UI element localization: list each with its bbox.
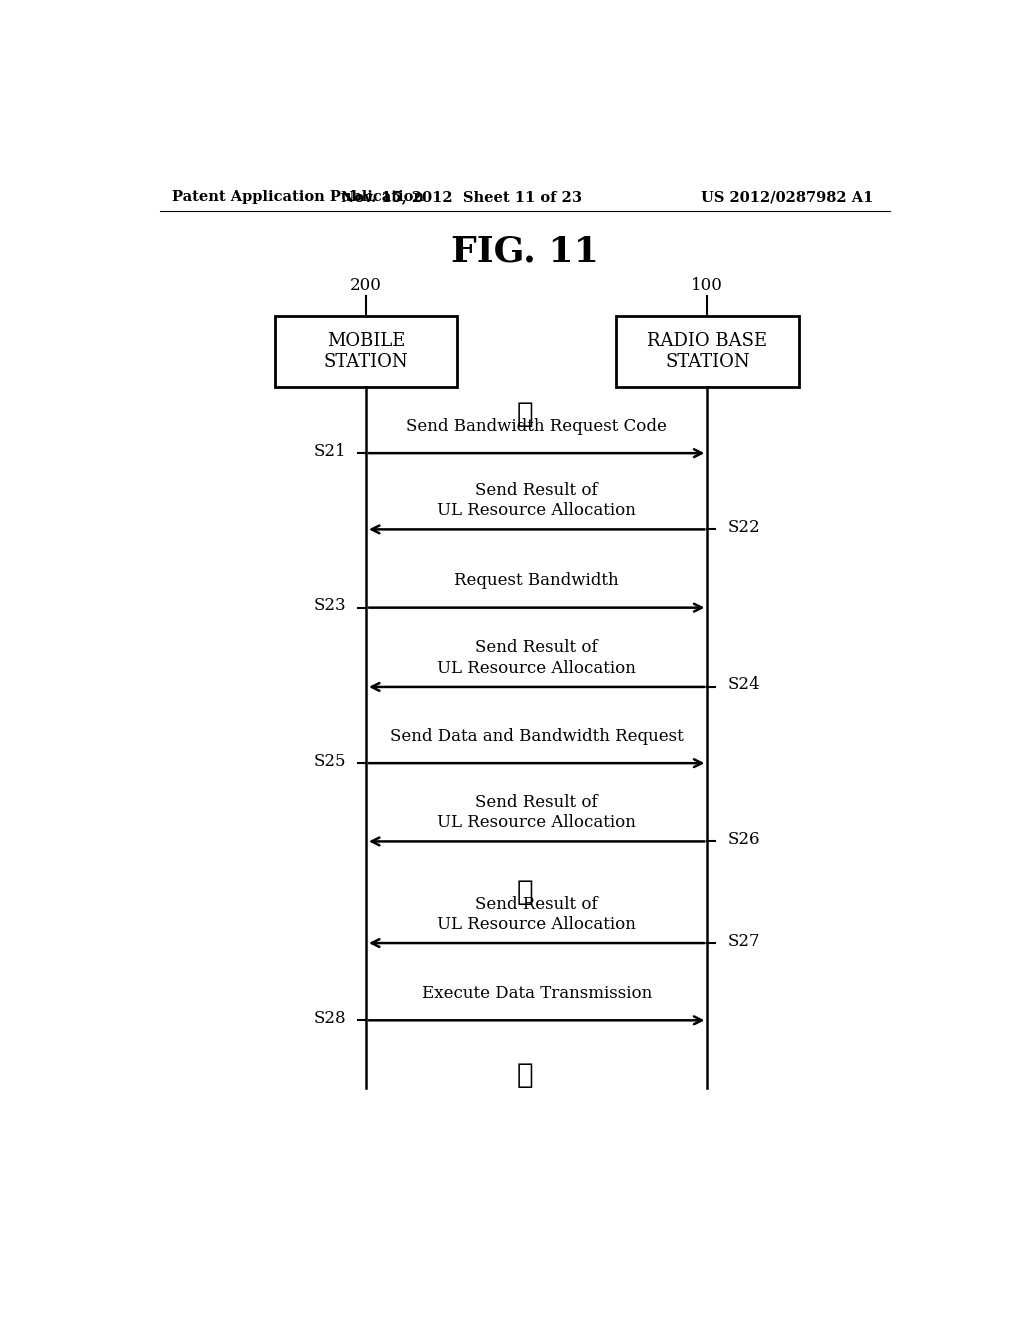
Text: 200: 200 <box>350 277 382 293</box>
Text: RADIO BASE
STATION: RADIO BASE STATION <box>647 333 767 371</box>
Text: S21: S21 <box>313 442 346 459</box>
Text: FIG. 11: FIG. 11 <box>451 235 599 269</box>
Text: S28: S28 <box>313 1010 346 1027</box>
Text: ⋮: ⋮ <box>516 401 534 428</box>
Text: Send Result of: Send Result of <box>475 793 598 810</box>
Text: S25: S25 <box>313 752 346 770</box>
Bar <box>274 315 458 387</box>
Text: ⋮: ⋮ <box>516 1061 534 1089</box>
Text: Send Result of: Send Result of <box>475 895 598 912</box>
Text: S24: S24 <box>727 676 760 693</box>
Text: Send Data and Bandwidth Request: Send Data and Bandwidth Request <box>390 727 684 744</box>
Text: MOBILE
STATION: MOBILE STATION <box>324 333 409 371</box>
Text: S23: S23 <box>313 597 346 614</box>
Text: UL Resource Allocation: UL Resource Allocation <box>437 502 636 519</box>
Bar <box>616 315 799 387</box>
Text: Execute Data Transmission: Execute Data Transmission <box>422 985 652 1002</box>
Text: Send Result of: Send Result of <box>475 482 598 499</box>
Text: Send Bandwidth Request Code: Send Bandwidth Request Code <box>407 418 668 434</box>
Text: 100: 100 <box>691 277 723 293</box>
Text: UL Resource Allocation: UL Resource Allocation <box>437 916 636 933</box>
Text: S26: S26 <box>727 830 760 847</box>
Text: Send Result of: Send Result of <box>475 639 598 656</box>
Text: Request Bandwidth: Request Bandwidth <box>455 573 620 589</box>
Text: UL Resource Allocation: UL Resource Allocation <box>437 660 636 677</box>
Text: S22: S22 <box>727 519 760 536</box>
Text: S27: S27 <box>727 932 760 949</box>
Text: ⋮: ⋮ <box>516 879 534 906</box>
Text: Nov. 15, 2012  Sheet 11 of 23: Nov. 15, 2012 Sheet 11 of 23 <box>341 190 582 205</box>
Text: Patent Application Publication: Patent Application Publication <box>172 190 424 205</box>
Text: US 2012/0287982 A1: US 2012/0287982 A1 <box>700 190 872 205</box>
Text: UL Resource Allocation: UL Resource Allocation <box>437 814 636 832</box>
